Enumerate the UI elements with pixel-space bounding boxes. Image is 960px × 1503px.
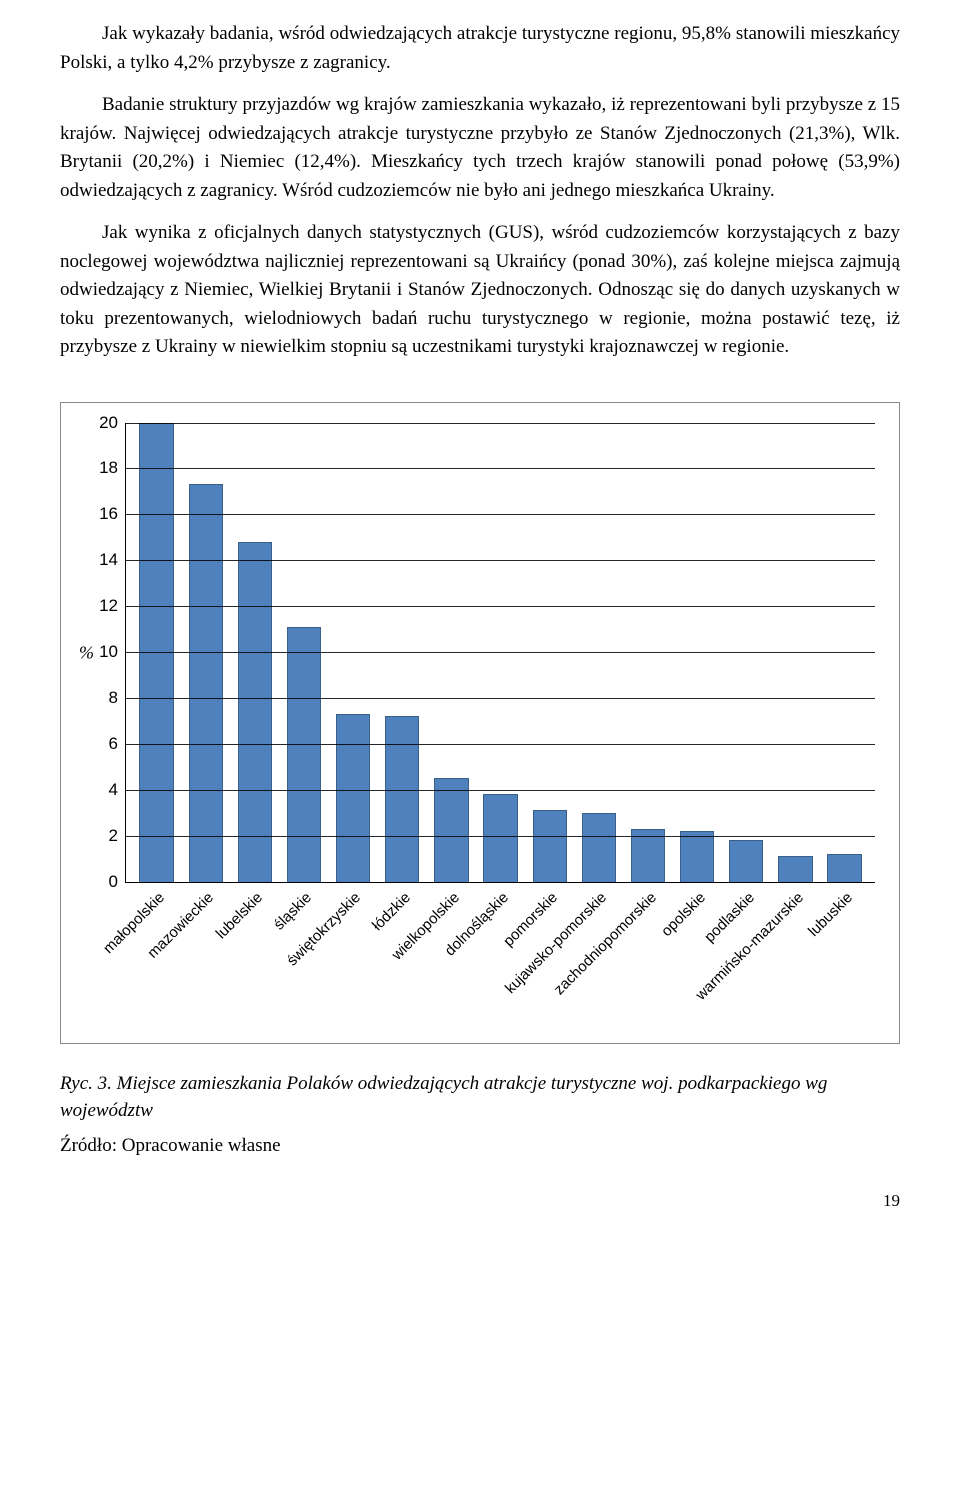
x-label-slot: lubelskie [229, 883, 278, 1033]
chart-bar [385, 716, 419, 881]
figure-source: Źródło: Opracowanie własne [60, 1135, 900, 1157]
chart-bar [582, 813, 616, 882]
document-page: Jak wykazały badania, wśród odwiedzający… [0, 0, 960, 1251]
chart-gridline [126, 790, 875, 791]
figure-caption-text: Miejsce zamieszkania Polaków odwiedzając… [60, 1073, 827, 1122]
chart-plot-area: % 02468101214161820 [125, 423, 875, 883]
y-tick-label: 10 [99, 642, 126, 662]
figure-caption: Ryc. 3. Miejsce zamieszkania Polaków odw… [60, 1070, 900, 1125]
y-tick-label: 0 [109, 872, 126, 892]
chart-container: % 02468101214161820 małopolskiemazowieck… [60, 402, 900, 1044]
page-number: 19 [60, 1191, 900, 1211]
chart-gridline [126, 560, 875, 561]
y-tick-label: 20 [99, 413, 126, 433]
x-label-slot: mazowieckie [180, 883, 229, 1033]
chart-bar [533, 810, 567, 881]
chart-bar [434, 778, 468, 881]
chart-bar [680, 831, 714, 881]
y-axis-title: % [79, 642, 94, 663]
chart-gridline [126, 652, 875, 653]
chart-bar [238, 542, 272, 882]
paragraph-1: Jak wykazały badania, wśród odwiedzający… [60, 20, 900, 77]
x-label-slot: opolskie [672, 883, 721, 1033]
y-tick-label: 4 [109, 780, 126, 800]
chart-bar [189, 484, 223, 881]
paragraph-3: Jak wynika z oficjalnych danych statysty… [60, 219, 900, 362]
y-tick-label: 2 [109, 826, 126, 846]
chart-bar [287, 627, 321, 882]
x-label-slot: warmińsko-mazurskie [771, 883, 820, 1033]
chart-gridline [126, 698, 875, 699]
chart-gridline [126, 514, 875, 515]
x-label-slot: zachodniopomorskie [623, 883, 672, 1033]
chart-gridline [126, 423, 875, 424]
x-label-slot: lubuskie [820, 883, 869, 1033]
chart-bar [778, 856, 812, 881]
chart-x-labels: małopolskiemazowieckielubelskieśląskieśw… [125, 883, 875, 1033]
chart-gridline [126, 606, 875, 607]
chart-bar [631, 829, 665, 882]
chart-gridline [126, 836, 875, 837]
x-label-slot: dolnośląskie [475, 883, 524, 1033]
y-tick-label: 14 [99, 550, 126, 570]
chart-bar [827, 854, 861, 882]
chart-bar [336, 714, 370, 882]
figure-caption-prefix: Ryc. 3. [60, 1073, 112, 1094]
y-tick-label: 6 [109, 734, 126, 754]
y-tick-label: 12 [99, 596, 126, 616]
chart-gridline [126, 744, 875, 745]
chart-bar [729, 840, 763, 881]
chart-gridline [126, 468, 875, 469]
paragraph-2: Badanie struktury przyjazdów wg krajów z… [60, 91, 900, 205]
chart-plot: 02468101214161820 [125, 423, 875, 883]
x-label-slot: świętokrzyskie [328, 883, 377, 1033]
y-tick-label: 8 [109, 688, 126, 708]
chart-bar [483, 794, 517, 881]
y-tick-label: 16 [99, 504, 126, 524]
y-tick-label: 18 [99, 458, 126, 478]
